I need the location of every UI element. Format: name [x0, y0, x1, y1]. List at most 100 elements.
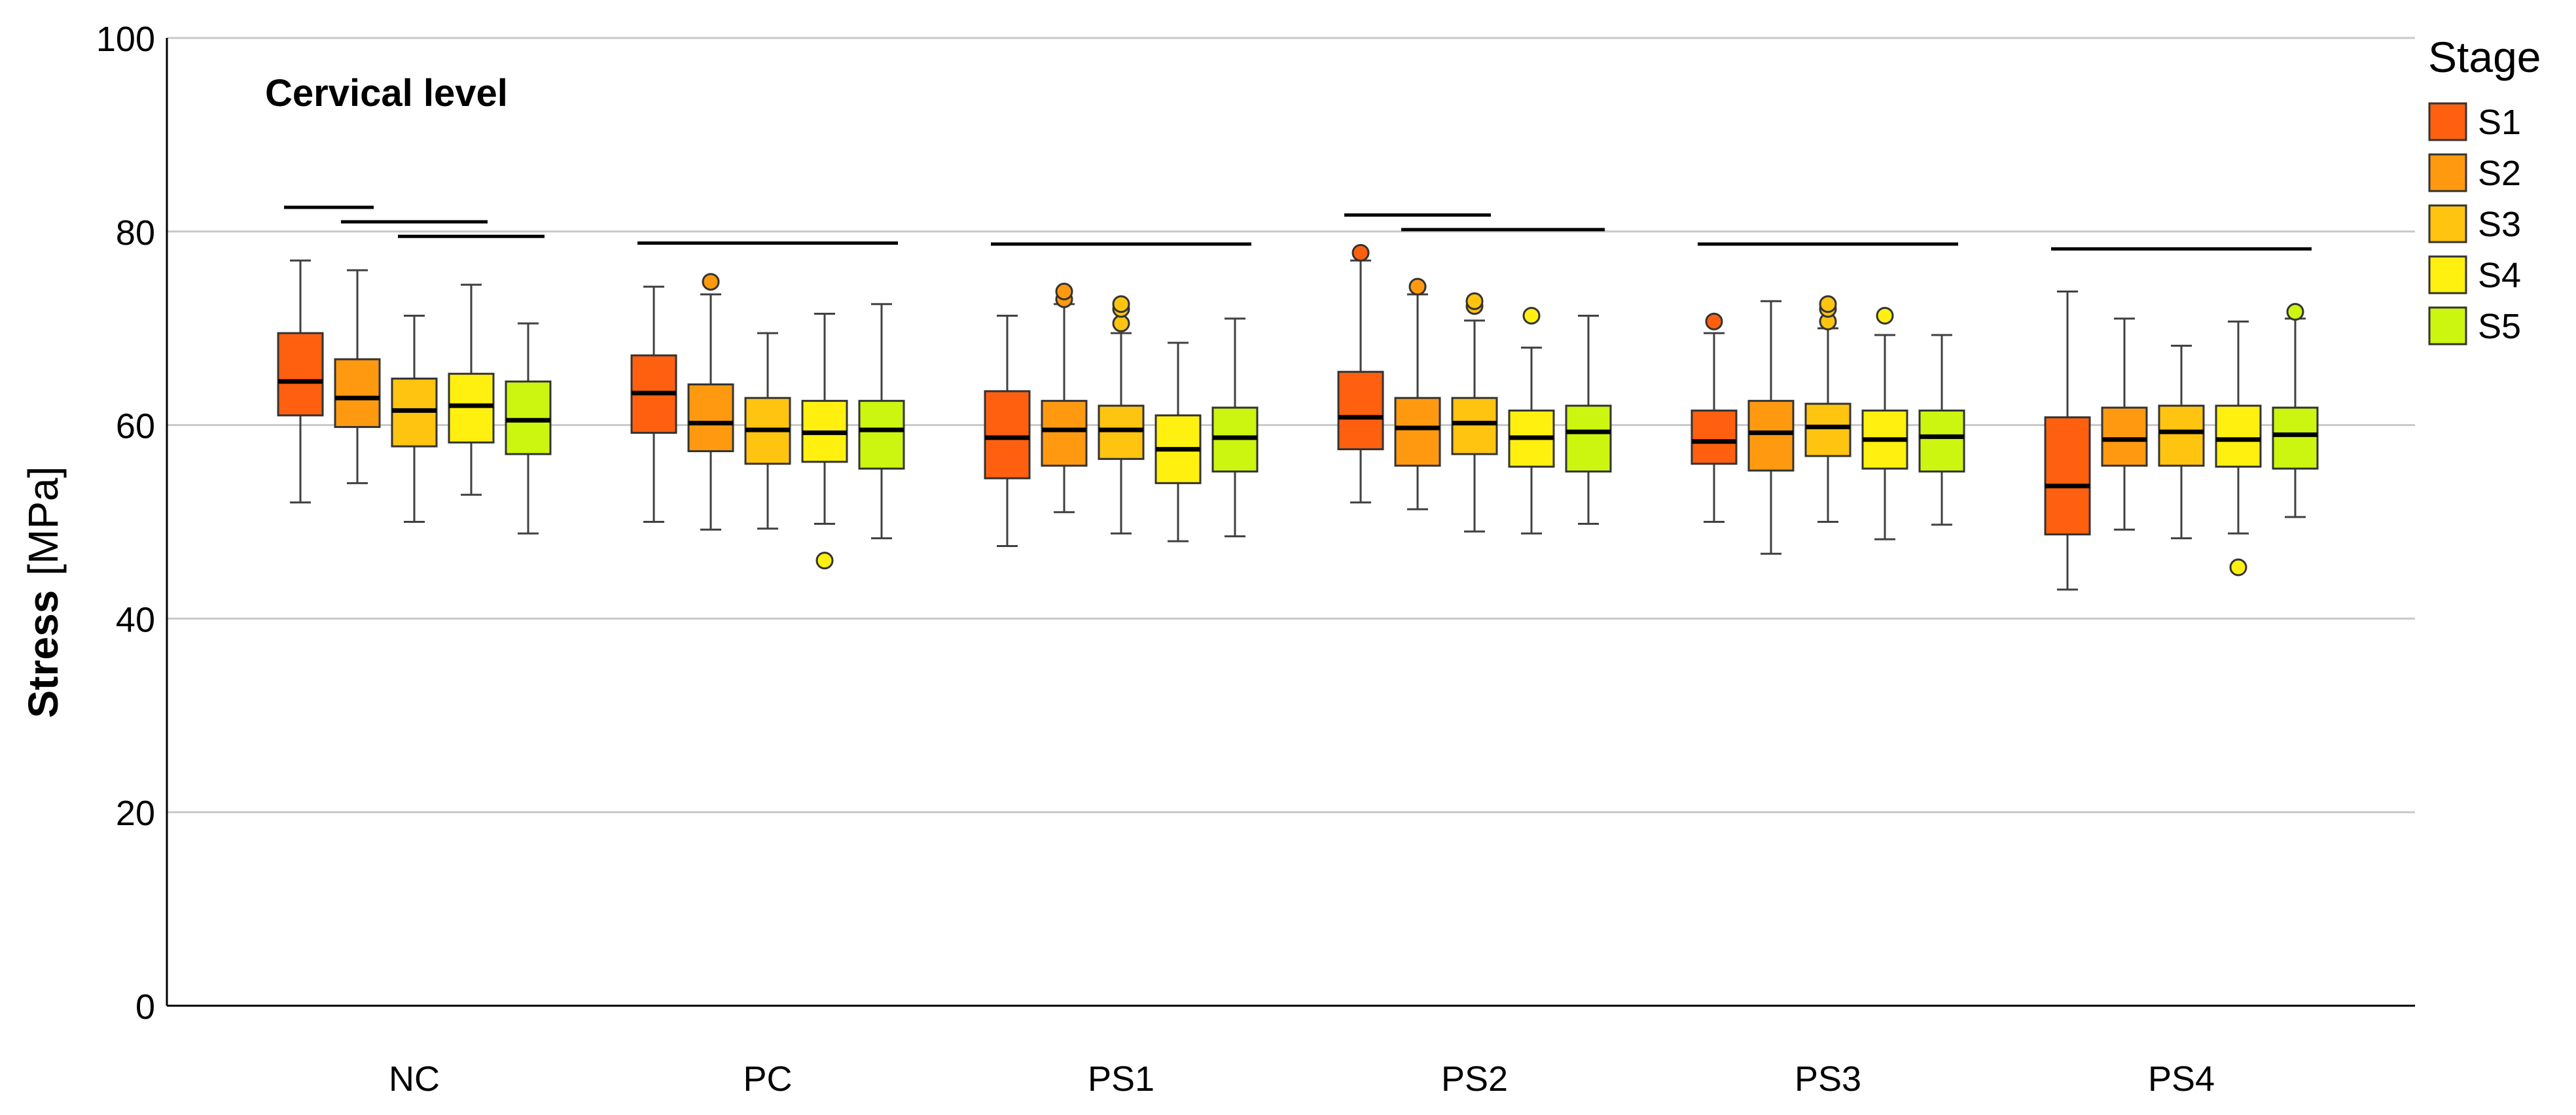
box-ps4-s1 — [2044, 290, 2091, 591]
box-ps3-s1 — [1690, 312, 1738, 523]
x-tick-label-ps2: PS2 — [1441, 1059, 1508, 1099]
box-ps2-s3 — [1451, 292, 1498, 533]
legend-label-s5: S5 — [2478, 307, 2521, 346]
legend-swatch-s4 — [2428, 255, 2467, 294]
iqr-box-ps1-s3 — [1098, 404, 1145, 460]
box-ps4-s4 — [2215, 320, 2262, 576]
x-axis: NC PC PS1 PS2 PS3 PS4 — [167, 1004, 2415, 1099]
box-ps3-s4 — [1861, 306, 1908, 540]
box-ps2-s5 — [1565, 314, 1612, 525]
iqr-box-nc-s1 — [277, 332, 324, 417]
y-axis-label: Stress [MPa] — [20, 467, 67, 718]
x-tick-label-ps4: PS4 — [2148, 1059, 2215, 1099]
box-ps1-s2 — [1041, 282, 1088, 514]
box-ps1-s3 — [1098, 295, 1145, 535]
box-pc-s2 — [687, 273, 734, 531]
box-nc-s5 — [505, 322, 552, 535]
legend-swatch-s2 — [2428, 153, 2467, 192]
box-pc-s4 — [801, 313, 848, 570]
iqr-box-ps3-s3 — [1804, 402, 1851, 457]
box-nc-s2 — [334, 269, 381, 484]
legend-title: Stage — [2428, 33, 2541, 81]
y-tick-label-100: 100 — [96, 20, 155, 59]
outlier-ps4-s4-1 — [2229, 558, 2247, 576]
box-ps3-s3 — [1804, 295, 1851, 523]
outlier-ps2-s1-1 — [1351, 243, 1370, 262]
y-axis-label-unit: [MPa] — [20, 467, 67, 576]
box-ps1-s5 — [1211, 317, 1259, 538]
y-axis: 0 20 40 60 80 100 — [96, 20, 168, 1027]
significance-bars — [284, 205, 2312, 251]
outlier-pc-s2-1 — [702, 273, 720, 291]
box-pc-s3 — [744, 332, 791, 530]
outlier-ps3-s1-1 — [1705, 312, 1723, 330]
iqr-box-ps4-s3 — [2158, 404, 2205, 467]
outlier-ps3-s4-1 — [1876, 306, 1894, 325]
box-ps2-s1 — [1337, 243, 1384, 504]
iqr-box-ps3-s1 — [1690, 409, 1738, 465]
iqr-box-ps2-s2 — [1394, 397, 1441, 467]
box-pc-s1 — [630, 285, 677, 523]
iqr-box-ps4-s1 — [2044, 416, 2091, 536]
box-ps1-s1 — [984, 314, 1031, 547]
chart-title: Cervical level — [265, 72, 508, 115]
iqr-box-ps4-s2 — [2101, 406, 2148, 467]
box-ps4-s2 — [2101, 317, 2148, 531]
iqr-box-ps1-s1 — [984, 390, 1031, 480]
iqr-box-pc-s2 — [687, 383, 734, 453]
box-nc-s1 — [277, 259, 324, 504]
box-ps3-s5 — [1918, 334, 1965, 526]
box-ps4-s3 — [2158, 344, 2205, 540]
legend-label-s3: S3 — [2478, 205, 2521, 244]
box-ps1-s4 — [1154, 342, 1202, 542]
iqr-box-nc-s4 — [448, 372, 495, 444]
box-ps3-s2 — [1747, 300, 1795, 555]
box-pc-s5 — [858, 303, 905, 540]
outlier-ps4-s5-1 — [2286, 303, 2304, 321]
iqr-box-ps2-s1 — [1337, 370, 1384, 451]
box-ps4-s5 — [2272, 303, 2319, 518]
iqr-box-ps3-s5 — [1918, 409, 1965, 473]
outlier-ps1-s2-2 — [1055, 282, 1073, 300]
legend-label-s2: S2 — [2478, 154, 2521, 193]
x-tick-label-pc: PC — [743, 1059, 792, 1099]
iqr-box-ps4-s4 — [2215, 404, 2262, 468]
iqr-box-ps1-s2 — [1041, 400, 1088, 467]
x-tick-label-nc: NC — [389, 1059, 440, 1099]
outlier-ps1-s3-1 — [1112, 314, 1130, 332]
y-tick-label-60: 60 — [116, 407, 155, 446]
y-tick-label-0: 0 — [135, 987, 155, 1027]
iqr-box-ps2-s5 — [1565, 404, 1612, 473]
iqr-box-pc-s5 — [858, 400, 905, 470]
boxplot-boxes — [277, 243, 2319, 591]
outlier-ps3-s3-3 — [1819, 295, 1837, 313]
outlier-ps1-s3-3 — [1112, 295, 1130, 313]
legend-swatch-s5 — [2428, 306, 2467, 345]
legend-label-s1: S1 — [2478, 103, 2521, 142]
y-tick-label-40: 40 — [116, 600, 155, 639]
legend-swatch-s1 — [2428, 102, 2467, 141]
iqr-box-nc-s2 — [334, 358, 381, 429]
y-tick-label-80: 80 — [116, 213, 155, 253]
box-ps2-s2 — [1394, 277, 1441, 510]
iqr-box-ps3-s2 — [1747, 400, 1795, 472]
legend: Stage S1 S2 S3 S4 S5 — [2428, 33, 2541, 346]
iqr-box-nc-s5 — [505, 380, 552, 455]
y-axis-label-text: Stress — [20, 590, 67, 718]
x-tick-label-ps3: PS3 — [1795, 1059, 1861, 1099]
outlier-ps2-s4-1 — [1522, 306, 1541, 325]
x-tick-label-ps1: PS1 — [1088, 1059, 1154, 1099]
outlier-ps2-s3-2 — [1465, 292, 1484, 310]
outlier-pc-s4-1 — [815, 552, 834, 570]
box-nc-s4 — [448, 283, 495, 496]
box-nc-s3 — [391, 314, 438, 523]
iqr-box-ps4-s5 — [2272, 406, 2319, 470]
legend-label-s4: S4 — [2478, 256, 2521, 295]
outlier-ps2-s2-1 — [1408, 277, 1427, 296]
y-tick-label-20: 20 — [116, 794, 155, 833]
legend-swatch-s3 — [2428, 204, 2467, 243]
box-ps2-s4 — [1508, 306, 1555, 535]
iqr-box-ps2-s3 — [1451, 397, 1498, 455]
